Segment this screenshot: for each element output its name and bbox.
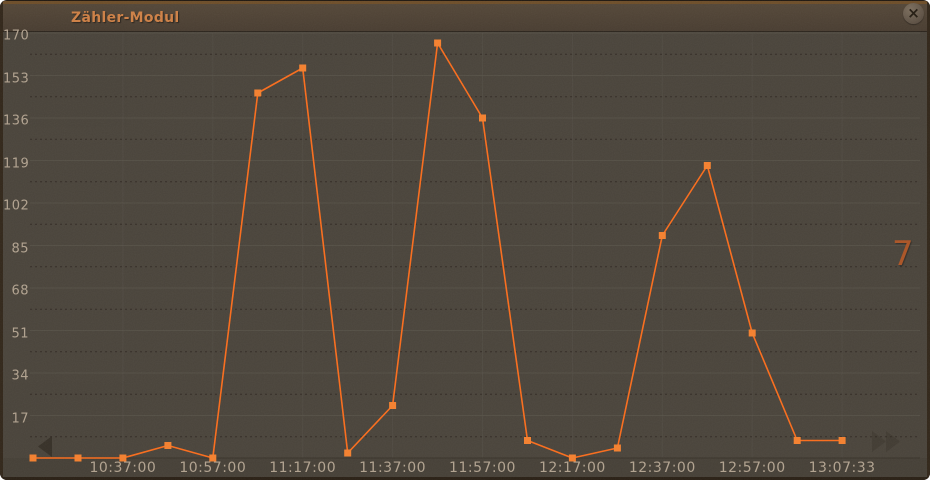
data-point-marker [838, 437, 846, 444]
y-axis-tick-label: 34 [11, 368, 29, 384]
y-axis-tick-label: 85 [11, 241, 29, 256]
data-point-marker [164, 442, 172, 449]
data-point-marker [29, 454, 37, 462]
y-axis-tick-label: 68 [11, 283, 29, 299]
data-point-marker [613, 444, 621, 452]
x-axis-tick-label: 10:57:00 [179, 460, 247, 476]
y-axis-tick-label: 17 [11, 411, 29, 426]
data-point-marker [299, 64, 307, 72]
data-point-marker [434, 39, 442, 47]
scroll-right-button[interactable] [872, 431, 886, 452]
x-axis-tick-label: 12:37:00 [628, 460, 696, 476]
data-point-marker [479, 114, 486, 122]
scroll-left-button[interactable] [38, 436, 52, 457]
x-axis-tick-label: 12:57:00 [718, 460, 786, 476]
data-point-marker [254, 89, 262, 97]
x-axis-tick-label: 11:57:00 [449, 460, 516, 476]
x-axis-tick-label: 13:07:33 [808, 460, 876, 476]
y-axis-tick-label: 136 [3, 113, 30, 129]
y-axis-tick-label: 153 [3, 71, 30, 86]
y-axis-tick-label: 51 [11, 326, 29, 341]
current-value-display: 7 [892, 234, 914, 274]
x-axis-tick-label: 12:17:00 [538, 460, 606, 476]
data-point-marker [703, 162, 711, 169]
data-point-marker [74, 454, 82, 462]
y-axis-tick-label: 170 [3, 28, 30, 44]
data-point-marker [748, 329, 756, 337]
data-point-marker [389, 402, 397, 409]
x-axis-tick-label: 11:17:00 [269, 460, 337, 476]
data-point-marker [793, 437, 801, 444]
x-axis-tick-label: 11:37:00 [359, 460, 427, 476]
data-point-marker [524, 437, 531, 444]
y-axis-tick-label: 102 [3, 198, 30, 214]
data-point-marker [344, 449, 352, 457]
data-point-marker [658, 232, 666, 239]
chart-line [33, 42, 843, 459]
window-frame-left [0, 0, 3, 480]
y-axis-tick-label: 119 [3, 156, 30, 171]
x-axis-tick-label: 10:37:00 [89, 460, 157, 476]
scroll-right-button-2[interactable] [886, 431, 900, 452]
